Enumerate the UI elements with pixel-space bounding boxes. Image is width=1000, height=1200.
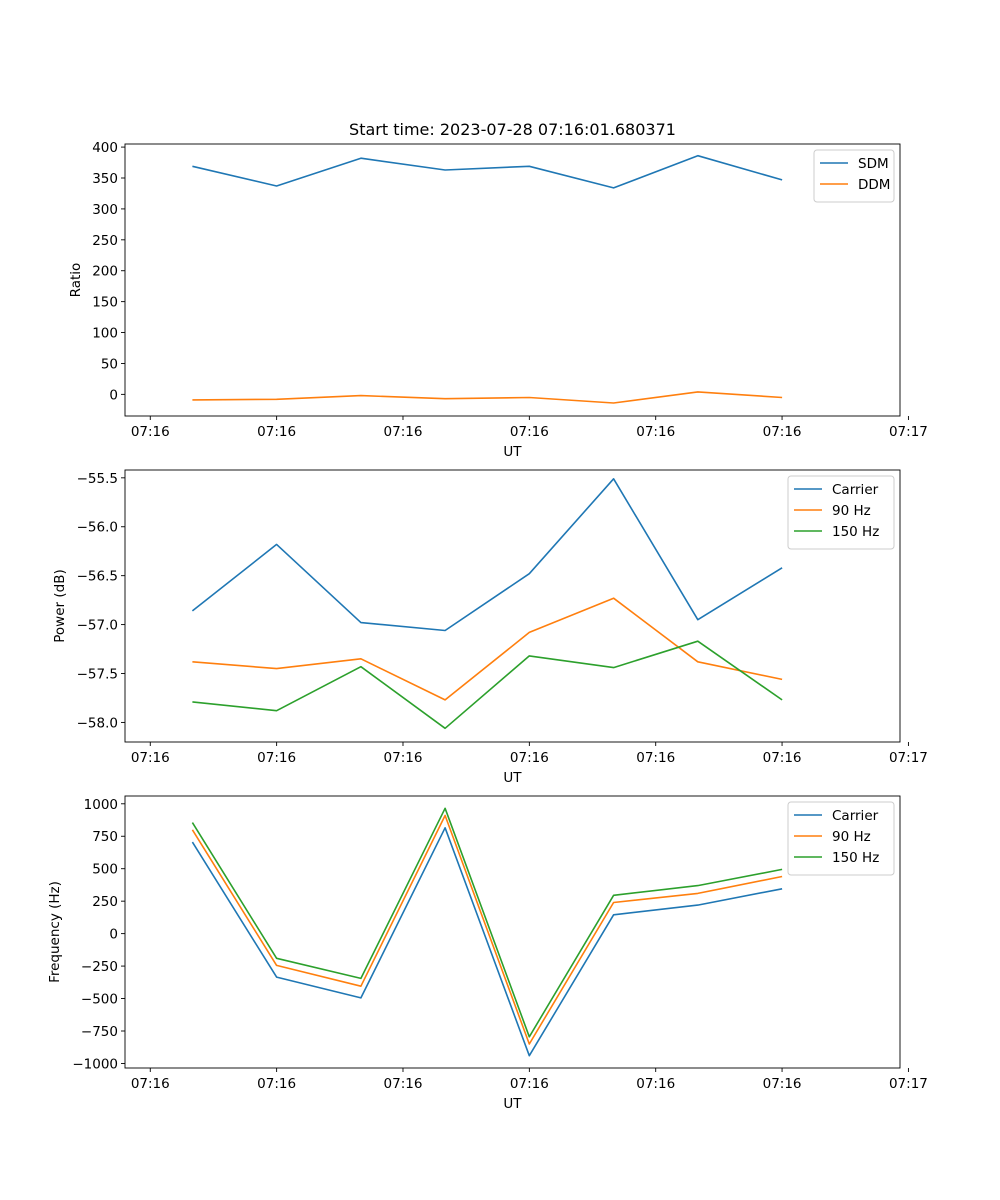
y-tick-label: 100 [92, 326, 118, 342]
x-tick-label: 07:16 [131, 1076, 170, 1092]
y-tick-label: 750 [92, 829, 118, 845]
y-tick-label: 200 [92, 264, 118, 280]
x-tick-label: 07:16 [384, 424, 423, 440]
x-tick-label: 07:16 [257, 750, 296, 766]
y-tick-label: −56.5 [77, 569, 118, 585]
x-tick-label: 07:16 [510, 424, 549, 440]
x-tick-label: 07:16 [257, 424, 296, 440]
x-axis-label: UT [503, 444, 522, 460]
chart-title: Start time: 2023-07-28 07:16:01.680371 [349, 120, 676, 139]
legend-entry-label: Carrier [832, 808, 879, 824]
x-tick-label: 07:16 [510, 750, 549, 766]
legend-entry-label: 150 Hz [832, 524, 879, 540]
legend-entry-label: DDM [858, 177, 890, 193]
series-line-carrier [191, 826, 783, 1057]
x-tick-label: 07:16 [131, 750, 170, 766]
x-tick-label: 07:16 [763, 424, 802, 440]
legend-entry-label: Carrier [832, 482, 879, 498]
y-tick-label: 250 [92, 233, 118, 249]
y-axis-label: Ratio [68, 263, 84, 298]
y-tick-label: −1000 [72, 1056, 118, 1072]
y-tick-label: −250 [81, 959, 118, 975]
x-tick-label: 07:16 [257, 1076, 296, 1092]
legend-entry-label: SDM [858, 156, 889, 172]
series-line-ddm [192, 391, 783, 404]
series-line-sdm [192, 154, 783, 189]
x-tick-label: 07:16 [131, 424, 170, 440]
y-axis-label: Frequency (Hz) [47, 881, 63, 983]
y-tick-label: 500 [92, 862, 118, 878]
series-line-150-hz [191, 807, 783, 1038]
y-tick-label: 350 [92, 171, 118, 187]
x-tick-label: 07:16 [763, 1076, 802, 1092]
x-tick-label: 07:17 [889, 1076, 928, 1092]
y-tick-label: −55.5 [77, 471, 118, 487]
y-tick-label: 0 [109, 927, 118, 943]
legend-entry-label: 150 Hz [832, 850, 879, 866]
chart-panel-1: Start time: 2023-07-28 07:16:01.680371 07… [68, 120, 928, 460]
x-tick-label: 07:16 [636, 750, 675, 766]
plot-frame [124, 469, 901, 743]
legend: SDM DDM [813, 149, 895, 203]
plot-frame [124, 795, 901, 1069]
legend-entry-label: 90 Hz [832, 829, 871, 845]
y-tick-label: 250 [92, 894, 118, 910]
y-tick-label: 0 [109, 387, 118, 403]
y-tick-label: −58.0 [77, 715, 118, 731]
x-tick-label: 07:17 [889, 750, 928, 766]
legend: Carrier 90 Hz 150 Hz [787, 475, 895, 550]
x-tick-label: 07:16 [384, 750, 423, 766]
x-tick-label: 07:16 [636, 1076, 675, 1092]
chart-panel-2: 07:16 07:16 07:16 07:16 07:16 07:16 07:17 −58.0… [52, 469, 928, 786]
y-tick-label: 400 [92, 140, 118, 156]
y-tick-label: −500 [81, 992, 118, 1008]
x-tick-label: 07:17 [889, 424, 928, 440]
x-tick-label: 07:16 [636, 424, 675, 440]
y-tick-label: −57.0 [77, 618, 118, 634]
x-axis-label: UT [503, 770, 522, 786]
y-tick-label: 150 [92, 295, 118, 311]
x-axis-label: UT [503, 1096, 522, 1112]
x-tick-label: 07:16 [510, 1076, 549, 1092]
plot-frame [124, 143, 901, 417]
x-tick-label: 07:16 [384, 1076, 423, 1092]
y-tick-label: 1000 [84, 797, 118, 813]
legend: Carrier 90 Hz 150 Hz [787, 801, 895, 876]
y-tick-label: −56.0 [77, 520, 118, 536]
y-tick-label: 50 [101, 356, 118, 372]
chart-panel-3: 07:16 07:16 07:16 07:16 07:16 07:16 07:17 −1000… [47, 795, 928, 1112]
series-line-90-hz [192, 597, 783, 701]
series-line-150-hz [192, 640, 783, 730]
y-tick-label: −57.5 [77, 667, 118, 683]
series-line-carrier [191, 477, 783, 632]
y-tick-label: 300 [92, 202, 118, 218]
x-tick-label: 07:16 [763, 750, 802, 766]
series-line-90-hz [191, 814, 783, 1045]
legend-entry-label: 90 Hz [832, 503, 871, 519]
y-tick-label: −750 [81, 1024, 118, 1040]
y-axis-label: Power (dB) [52, 569, 68, 642]
